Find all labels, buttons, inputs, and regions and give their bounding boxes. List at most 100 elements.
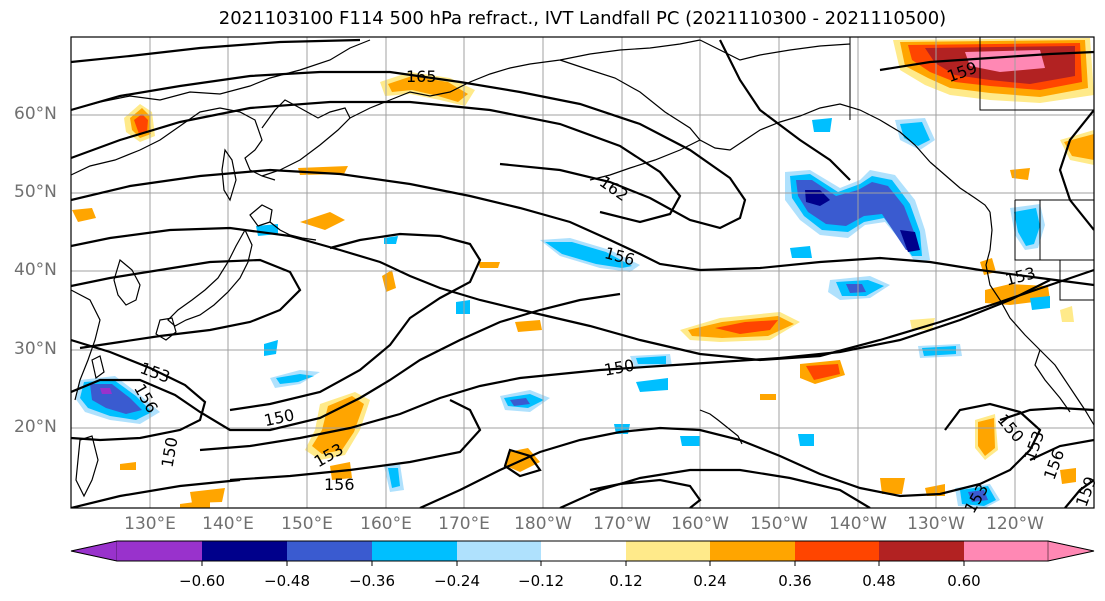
colorbar-extend-low <box>70 540 118 562</box>
coastline-japan-kyushu <box>155 317 177 341</box>
latitude-label: 20°N <box>14 417 57 437</box>
positive-anomaly-area <box>880 478 905 494</box>
coastline-korea <box>113 258 141 306</box>
colorbar-tick-label: −0.48 <box>264 572 310 590</box>
contour-line <box>419 402 1042 508</box>
negative-anomaly-area <box>812 118 832 132</box>
colorbar-tick-label: 0.12 <box>609 572 643 590</box>
coastline-siberia <box>71 39 371 111</box>
latitude-label: 50°N <box>14 182 57 202</box>
coastline-japan-hokkaido <box>249 204 273 227</box>
negative-anomaly-area <box>968 490 988 502</box>
coastline-chukotka <box>349 39 701 119</box>
negative-anomaly-area <box>900 230 920 252</box>
longitude-label: 130°E <box>124 514 176 534</box>
colorbar <box>70 540 1095 566</box>
contour-label: 156 <box>324 475 355 494</box>
colorbar-segment <box>117 541 202 561</box>
colorbar-tick-label: −0.12 <box>518 572 564 590</box>
coastline-okhotsk <box>71 107 276 181</box>
negative-anomaly-area <box>636 378 668 392</box>
colorbar-outline <box>70 540 1095 562</box>
negative-anomaly-area <box>680 436 700 446</box>
positive-anomaly-area <box>312 396 364 454</box>
contour-line <box>199 279 1051 452</box>
negative-anomaly-area <box>798 434 814 446</box>
coastline-alaska-north <box>699 39 851 61</box>
contour-label: 165 <box>406 67 437 86</box>
latitude-label: 40°N <box>14 260 57 280</box>
coastline-sakhalin <box>221 148 237 202</box>
positive-anomaly-area <box>478 262 500 268</box>
negative-anomaly-area <box>922 346 956 356</box>
map-title: 2021103100 F114 500 hPa refract., IVT La… <box>218 8 947 29</box>
border-province <box>979 37 1094 111</box>
colorbar-segment <box>626 541 710 561</box>
longitude-label: 130°W <box>907 514 965 534</box>
contour-line <box>999 406 1094 422</box>
political-boundaries <box>849 37 1094 301</box>
positive-anomaly-area <box>190 488 225 503</box>
contour-line <box>71 338 207 442</box>
longitude-label: 160°E <box>360 514 412 534</box>
coastline-baja <box>1034 349 1071 413</box>
positive-anomaly-area <box>910 318 935 330</box>
contour-line <box>559 468 871 508</box>
positive-anomaly-area <box>715 320 778 334</box>
coastline-taiwan <box>91 355 105 380</box>
contour-line <box>879 50 1094 72</box>
shading-negative <box>75 118 1050 508</box>
coastline-alaska <box>559 59 931 163</box>
contour-line <box>229 399 482 482</box>
colorbar-segment <box>879 541 964 561</box>
colorbar-segment <box>287 541 372 561</box>
positive-anomaly-area <box>180 500 210 508</box>
colorbar-tick-label: −0.24 <box>434 572 480 590</box>
height-contours <box>71 38 1094 508</box>
contour-line <box>71 478 241 508</box>
negative-anomaly-area <box>456 300 470 314</box>
negative-anomaly-area <box>1014 208 1040 246</box>
positive-anomaly-area <box>806 364 840 380</box>
colorbar-segment <box>964 541 1048 561</box>
colorbar-tick-label: 0.36 <box>778 572 812 590</box>
negative-anomaly-area <box>384 236 398 244</box>
positive-anomaly-area <box>515 320 542 332</box>
contour-line <box>1064 479 1094 508</box>
colorbar-tick-label: 0.60 <box>947 572 981 590</box>
latitude-label: 60°N <box>14 104 57 124</box>
negative-anomaly-area <box>900 122 930 146</box>
longitude-label: 150°W <box>750 514 808 534</box>
colorbar-tick-label: −0.36 <box>349 572 395 590</box>
coastline-philippines <box>75 435 99 498</box>
border-state <box>1014 200 1094 261</box>
negative-anomaly-area <box>276 374 314 384</box>
negative-anomaly-area <box>388 468 400 488</box>
colorbar-segment <box>202 541 287 561</box>
positive-anomaly-area <box>1060 468 1076 484</box>
positive-anomaly-area <box>388 76 468 102</box>
contour-line <box>71 258 302 350</box>
coastline-kamchatka <box>261 99 351 177</box>
longitude-label: 170°W <box>593 514 651 534</box>
colorbar-segment <box>710 541 795 561</box>
border-state <box>1059 260 1094 301</box>
colorbar-extend-high <box>1047 540 1095 562</box>
longitude-label: 150°E <box>281 514 333 534</box>
positive-anomaly-area <box>72 208 96 222</box>
longitude-label: 170°E <box>438 514 490 534</box>
negative-anomaly-area <box>790 246 812 258</box>
positive-anomaly-area <box>134 114 148 134</box>
contour-line <box>71 168 1094 287</box>
colorbar-segment <box>457 541 541 561</box>
longitude-label: 140°W <box>829 514 887 534</box>
negative-anomaly-area <box>846 284 866 293</box>
negative-anomaly-area <box>1030 296 1050 310</box>
map-background <box>71 37 1094 508</box>
negative-anomaly-area <box>264 340 278 356</box>
coastline-china <box>71 289 101 401</box>
negative-anomaly-area <box>545 242 632 268</box>
coastline-aleutians <box>589 139 701 181</box>
colorbar-segment <box>372 541 457 561</box>
coastline-hawaii <box>699 409 743 445</box>
